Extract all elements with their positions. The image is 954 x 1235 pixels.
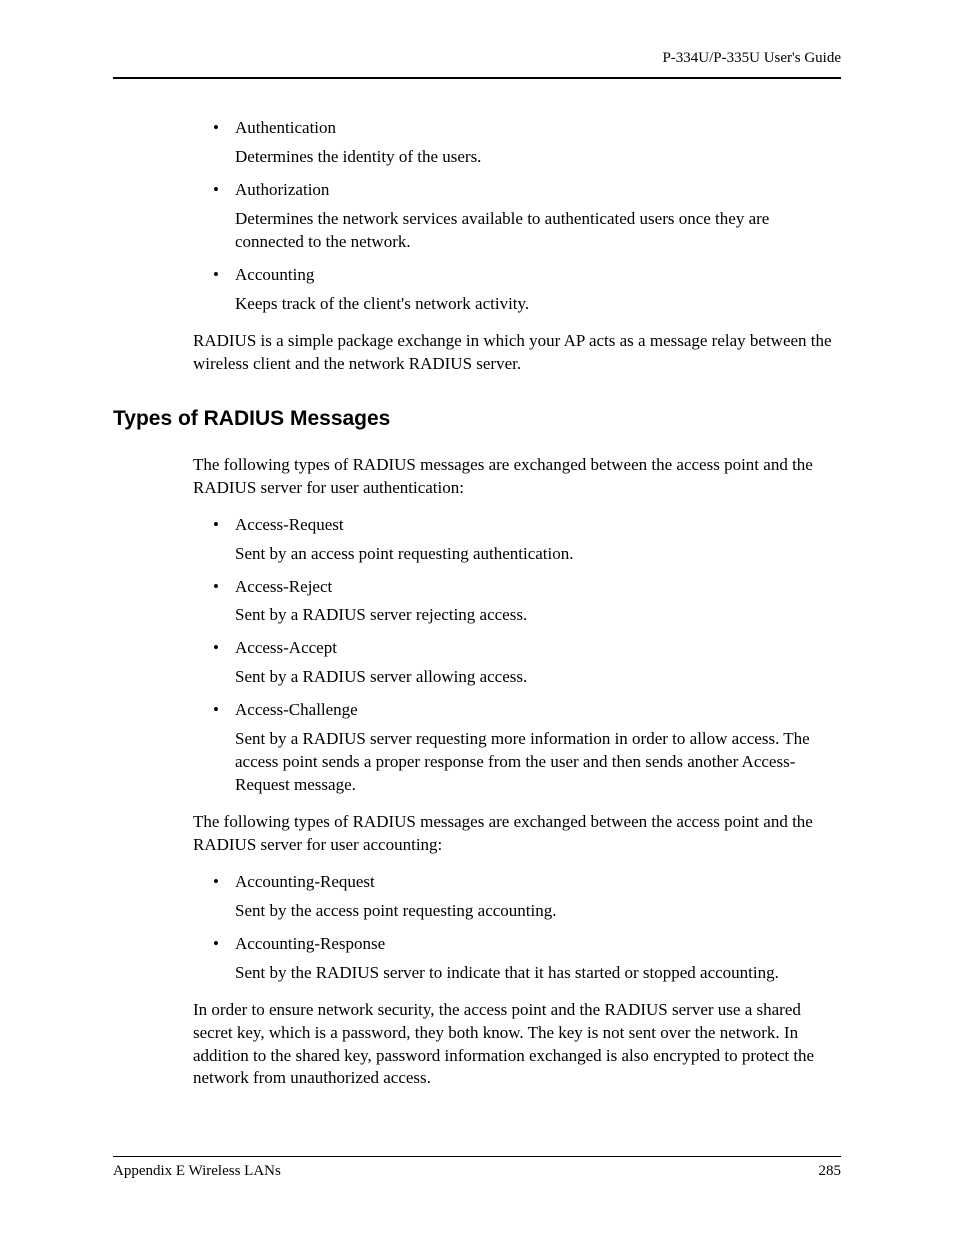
list-item: • Accounting-Request bbox=[209, 871, 841, 894]
list-item: • Access-Challenge bbox=[209, 699, 841, 722]
list-item-term: Authorization bbox=[235, 179, 841, 202]
list-item-term: Accounting bbox=[235, 264, 841, 287]
list-item-desc: Sent by a RADIUS server rejecting access… bbox=[209, 604, 841, 627]
bullet-icon: • bbox=[209, 933, 235, 956]
list-item: • Access-Reject bbox=[209, 576, 841, 599]
list-item-desc: Sent by a RADIUS server requesting more … bbox=[209, 728, 841, 797]
section1-after-paragraph: RADIUS is a simple package exchange in w… bbox=[193, 330, 841, 376]
list-item-desc: Determines the identity of the users. bbox=[209, 146, 841, 169]
page-footer: Appendix E Wireless LANs 285 bbox=[113, 1156, 841, 1180]
list-item-desc: Sent by the RADIUS server to indicate th… bbox=[209, 962, 841, 985]
list-item-desc: Sent by a RADIUS server allowing access. bbox=[209, 666, 841, 689]
running-header: P-334U/P-335U User's Guide bbox=[113, 50, 841, 67]
bullet-icon: • bbox=[209, 699, 235, 722]
section1-list: • Authentication Determines the identity… bbox=[193, 117, 841, 316]
list-item-term: Access-Reject bbox=[235, 576, 841, 599]
list-item-desc: Sent by the access point requesting acco… bbox=[209, 900, 841, 923]
list-item: • Authorization bbox=[209, 179, 841, 202]
list-item-term: Accounting-Response bbox=[235, 933, 841, 956]
footer-rule bbox=[113, 1156, 841, 1157]
list-item: • Accounting-Response bbox=[209, 933, 841, 956]
list-item-term: Access-Request bbox=[235, 514, 841, 537]
section3-list: • Accounting-Request Sent by the access … bbox=[193, 871, 841, 985]
footer-page-number: 285 bbox=[819, 1163, 842, 1180]
bullet-icon: • bbox=[209, 179, 235, 202]
bullet-icon: • bbox=[209, 117, 235, 140]
list-item: • Authentication bbox=[209, 117, 841, 140]
section2-intro: The following types of RADIUS messages a… bbox=[193, 454, 841, 500]
list-item: • Access-Accept bbox=[209, 637, 841, 660]
list-item: • Accounting bbox=[209, 264, 841, 287]
bullet-icon: • bbox=[209, 637, 235, 660]
bullet-icon: • bbox=[209, 576, 235, 599]
list-item-term: Authentication bbox=[235, 117, 841, 140]
section2-list: • Access-Request Sent by an access point… bbox=[193, 514, 841, 797]
bullet-icon: • bbox=[209, 871, 235, 894]
section2-heading: Types of RADIUS Messages bbox=[113, 405, 841, 433]
page-container: P-334U/P-335U User's Guide • Authenticat… bbox=[113, 50, 841, 1180]
list-item-desc: Keeps track of the client's network acti… bbox=[209, 293, 841, 316]
header-rule bbox=[113, 77, 841, 79]
footer-left: Appendix E Wireless LANs bbox=[113, 1163, 281, 1180]
page-content: • Authentication Determines the identity… bbox=[113, 117, 841, 1090]
bullet-icon: • bbox=[209, 264, 235, 287]
list-item: • Access-Request bbox=[209, 514, 841, 537]
bullet-icon: • bbox=[209, 514, 235, 537]
list-item-term: Accounting-Request bbox=[235, 871, 841, 894]
list-item-desc: Determines the network services availabl… bbox=[209, 208, 841, 254]
list-item-term: Access-Accept bbox=[235, 637, 841, 660]
list-item-term: Access-Challenge bbox=[235, 699, 841, 722]
section3-after-paragraph: In order to ensure network security, the… bbox=[193, 999, 841, 1091]
list-item-desc: Sent by an access point requesting authe… bbox=[209, 543, 841, 566]
section3-intro: The following types of RADIUS messages a… bbox=[193, 811, 841, 857]
